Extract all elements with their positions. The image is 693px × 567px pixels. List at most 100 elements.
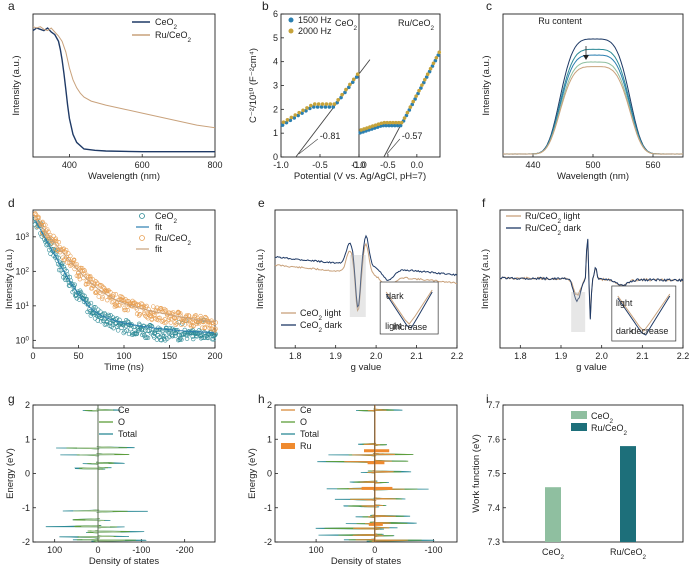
- panel-b-point-2000Hz: [320, 102, 325, 106]
- panel-g-x-tick-label: 0: [95, 545, 100, 555]
- panel-h-series-O: [324, 405, 422, 543]
- panel-d-point-CeO: [145, 335, 151, 341]
- panel-h-legend-label: Ce: [300, 405, 312, 415]
- panel-d-point-CeO: [133, 330, 138, 336]
- panel-d-point-CeO: [158, 327, 163, 333]
- panel-b-point-1500Hz: [284, 120, 289, 125]
- panel-d-point-RuCeO: [184, 313, 189, 318]
- panel-d-legend-marker: [139, 213, 145, 219]
- panel-h-y-tick-label: 2: [267, 400, 272, 410]
- panel-d-point-CeO: [198, 336, 204, 341]
- panel-e-x-tick-label: 2.2: [451, 351, 464, 361]
- panel-b-point-1500Hz: [339, 95, 343, 100]
- panel-g-y-tick-label: 1: [25, 434, 30, 444]
- panel-b-point-1500Hz: [424, 75, 429, 79]
- panel-b-point-1500Hz: [280, 123, 285, 127]
- panel-g-series-O: [66, 405, 137, 543]
- panel-d-point-RuCeO: [99, 283, 105, 288]
- panel-b-point-2000Hz: [396, 120, 401, 125]
- panel-d-point-RuCeO: [212, 327, 217, 332]
- panel-d-point-CeO: [199, 335, 205, 340]
- panel-d-point-CeO: [161, 333, 167, 339]
- panel-d-point-RuCeO: [39, 231, 45, 236]
- panel-b-point-2000Hz: [391, 120, 395, 125]
- panel-d-point-RuCeO: [204, 316, 209, 321]
- panel-a-legend-label: Ru/CeO2: [155, 30, 192, 44]
- panel-b-point-1500Hz: [315, 105, 320, 109]
- panel-d-point-CeO: [84, 296, 90, 302]
- panel-d-point-RuCeO: [61, 258, 66, 263]
- panel-d-point-RuCeO: [193, 313, 199, 318]
- panel-c-annotation: Ru content: [538, 16, 582, 26]
- panel-c-xlabel: Wavelength (nm): [557, 171, 629, 182]
- panel-d-point-CeO: [111, 325, 116, 331]
- panel-i-bar: [620, 446, 636, 542]
- panel-d-point-RuCeO: [74, 262, 80, 267]
- panel-d-point-RuCeO: [45, 227, 50, 232]
- panel-e-series-1: [274, 234, 458, 308]
- panel-d-point-CeO: [88, 300, 94, 306]
- panel-b-point-2000Hz: [394, 120, 398, 125]
- panel-h-label: h: [258, 392, 265, 406]
- panel-b-point-1500Hz: [350, 80, 355, 84]
- panel-d-fit-1: [35, 218, 215, 323]
- panel-c-x-tick-label: 440: [525, 160, 540, 170]
- panel-d-point-CeO: [71, 285, 77, 291]
- panel-b-point-1500Hz: [416, 91, 420, 96]
- panel-d-y-tick-label: 100: [15, 335, 29, 346]
- panel-d-point-CeO: [115, 328, 121, 333]
- panel-b-y-tick-label: 5: [273, 33, 278, 43]
- panel-f-inset: [611, 285, 677, 342]
- panel-b-point-1500Hz: [413, 97, 417, 101]
- panel-d-x-tick-label: 150: [162, 351, 177, 361]
- panel-d-point-CeO: [93, 305, 98, 310]
- panel-i-y-tick-label: 7.4: [487, 503, 500, 513]
- panel-d-point-RuCeO: [140, 302, 145, 307]
- panel-d-y-tick-label: 102: [15, 266, 29, 277]
- panel-b-point-1500Hz: [410, 102, 415, 107]
- panel-b-point-2000Hz: [301, 108, 305, 113]
- panel-b-point-2000Hz: [402, 116, 407, 120]
- panel-i-y-tick-label: 7.7: [487, 400, 500, 410]
- panel-d-point-RuCeO: [77, 266, 82, 271]
- panel-d-point-CeO: [64, 268, 69, 274]
- panel-d-point-CeO: [157, 335, 162, 340]
- panel-c-x-tick-label: 500: [585, 160, 600, 170]
- panel-d-point-RuCeO: [103, 288, 109, 294]
- panel-b-point-1500Hz: [390, 123, 394, 128]
- panel-d-point-RuCeO: [141, 304, 147, 309]
- panel-d-point-RuCeO: [71, 258, 76, 263]
- panel-d-point-RuCeO: [43, 222, 48, 228]
- panel-b-intercept-label: -0.57: [402, 131, 423, 141]
- panel-b-y-tick-label: 6: [273, 9, 278, 19]
- panel-i-legend-label: CeO2: [591, 411, 614, 425]
- panel-d-point-CeO: [114, 316, 120, 321]
- panel-i-y-tick-label: 7.6: [487, 434, 500, 444]
- panel-d-point-RuCeO: [96, 294, 101, 299]
- panel-b-point-2000Hz: [340, 92, 344, 97]
- panel-i-ylabel: Work function (eV): [471, 434, 482, 513]
- panel-h-ylabel: Energy (eV): [247, 448, 258, 499]
- panel-b-point-2000Hz: [359, 128, 363, 132]
- panel-b-legend-marker: [288, 17, 294, 23]
- panel-b-point-1500Hz: [433, 58, 438, 63]
- panel-g-legend-label: O: [118, 417, 125, 427]
- panel-d-point-RuCeO: [91, 283, 96, 289]
- panel-e-x-tick-label: 1.8: [289, 351, 302, 361]
- panel-e-inset: [379, 281, 439, 335]
- panel-d-point-RuCeO: [178, 313, 183, 318]
- panel-d-point-RuCeO: [100, 294, 105, 300]
- panel-b-point-2000Hz: [324, 102, 329, 106]
- panel-d-point-RuCeO: [168, 320, 174, 325]
- panel-d-point-CeO: [124, 328, 129, 333]
- panel-d-legend-label: CeO2: [155, 211, 178, 225]
- panel-d-point-RuCeO: [137, 302, 142, 307]
- panel-f-x-tick-label: 2.0: [595, 351, 608, 361]
- panel-d-point-CeO: [72, 282, 77, 287]
- panel-b-point-2000Hz: [316, 102, 321, 106]
- panel-d-point-CeO: [65, 274, 70, 280]
- panel-b-sub-title: Ru/CeO2: [398, 18, 435, 32]
- panel-c-series-0: [503, 38, 684, 155]
- panel-b-x-tick-label: -0.5: [380, 160, 396, 170]
